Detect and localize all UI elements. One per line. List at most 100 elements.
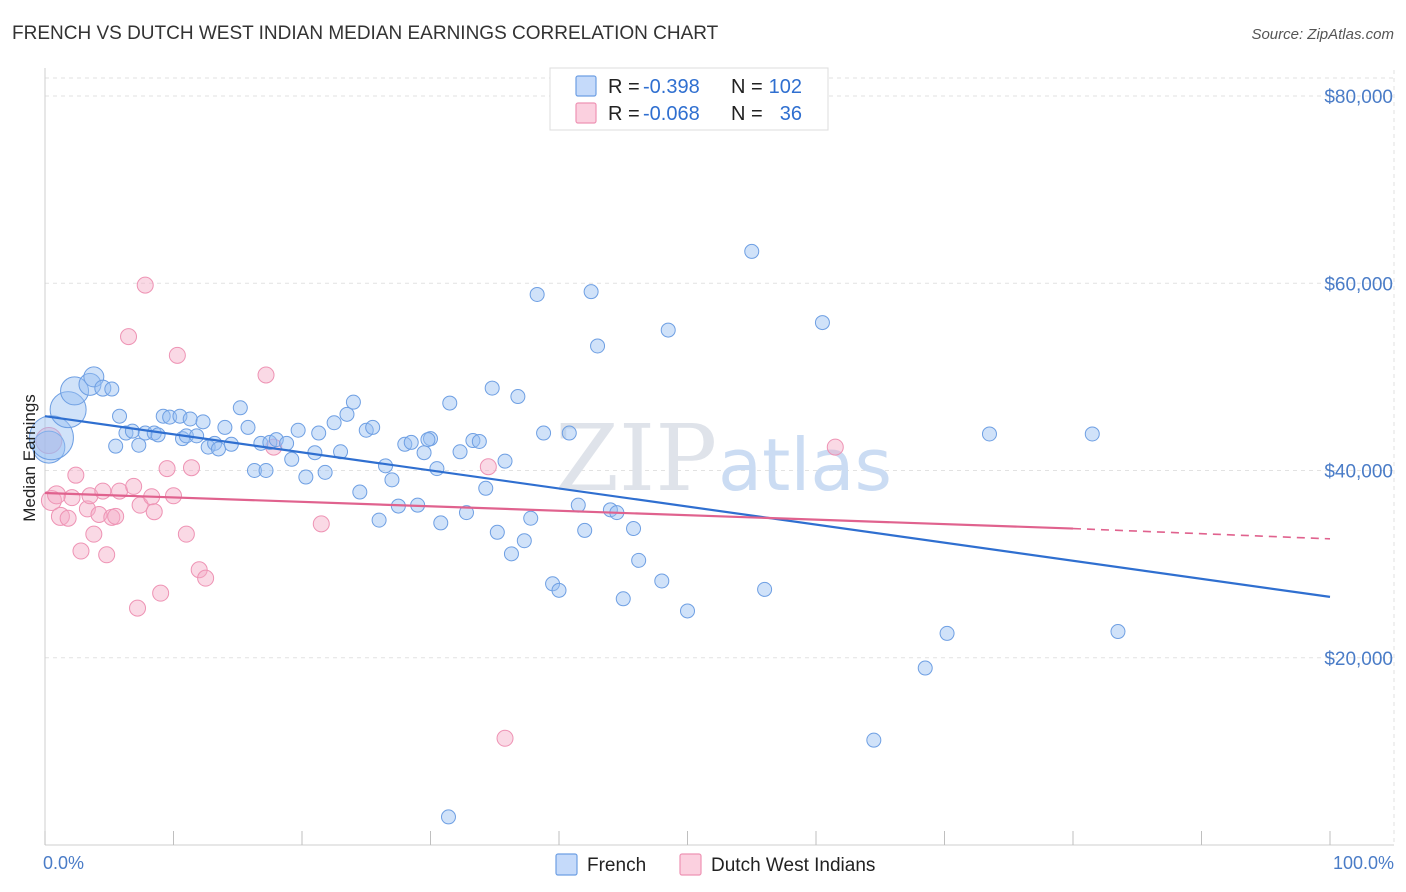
watermark: ZIP atlas [555,405,892,512]
french-point-28 [223,436,239,452]
dwi-point-35 [479,458,497,476]
dwi-point-12 [94,482,112,500]
y-axis-label: Median Earnings [20,394,39,522]
french-point-45 [339,406,355,422]
dwi-point-31 [197,569,215,587]
legend-swatch-french [555,853,578,876]
y-tick-label-1: $40,000 [1324,462,1393,483]
french-point-57 [416,445,432,461]
stats-legend-swatch-french [575,75,597,97]
dwi-point-19 [129,599,147,617]
dwi-trend-line [44,491,1074,530]
legend-label-dwi: Dutch West Indians [711,855,875,876]
french-point-47 [352,484,368,500]
french-point-75 [536,425,552,441]
dwi-point-34 [312,515,330,533]
y-tick-label-3: $80,000 [1324,87,1393,108]
stats-legend-r-value-french: -0.398 [643,76,700,98]
french-point-23 [195,414,211,430]
french-point-37 [284,451,300,467]
stats-legend-r-value-dwi: -0.068 [643,103,700,125]
french-point-50 [371,512,387,528]
french-point-55 [403,434,419,450]
dwi-point-7 [72,542,90,560]
french-point-100 [440,809,456,825]
french-point-46 [345,394,361,410]
dwi-point-30 [190,561,208,579]
french-point-101 [420,432,436,448]
french-point-62 [452,444,468,460]
french-point-69 [497,453,513,469]
dwi-point-2 [47,485,67,505]
dwi-point-13 [98,546,116,564]
french-point-97 [981,426,997,442]
french-point-36 [279,435,295,451]
dwi-point-37 [826,438,844,456]
french-point-49 [365,419,381,435]
dwi-trend-extension [1072,527,1331,540]
french-point-60 [433,515,449,531]
y-tick-labels: $20,000 $40,000 $60,000 $80,000 [1324,87,1393,670]
french-point-65 [471,433,487,449]
french-point-11 [124,423,140,439]
legend-swatch-dwi [679,853,702,876]
stats-legend-n-value-dwi: 36 [780,103,802,125]
legend-label-french: French [587,855,646,876]
french-point-31 [246,463,262,478]
french-point-9 [112,408,128,424]
dwi-point-29 [182,459,200,477]
french-point-59 [429,461,445,477]
x-tick-label-min: 0.0% [43,853,84,873]
french-point-8 [108,438,124,454]
french-point-38 [290,422,306,438]
french-point-43 [326,415,342,431]
dwi-point-26 [165,487,182,505]
french-point-16 [155,408,171,424]
dwi-point-36 [496,729,514,747]
dwi-point-32 [257,366,275,384]
french-point-33 [258,463,274,478]
french-point-3 [60,376,90,406]
series-french-points [28,243,1126,825]
french-point-29 [232,400,248,416]
french-point-93 [814,315,830,331]
dwi-point-18 [125,477,143,495]
french-point-88 [654,573,670,589]
dwi-point-21 [136,276,154,294]
french-point-61 [442,395,458,411]
bottom-legend: French Dutch West Indians [555,853,875,876]
french-point-71 [510,389,526,405]
dwi-point-27 [168,346,186,364]
stats-legend-r-label-dwi: R = [608,103,640,125]
french-point-72 [516,533,532,549]
french-point-79 [570,497,586,513]
french-point-39 [298,469,314,485]
french-point-73 [523,510,539,526]
stats-legend-n-value-french: 102 [769,76,802,98]
french-point-90 [680,603,695,619]
french-point-85 [615,591,631,607]
dwi-point-6 [67,466,85,484]
french-point-70 [503,546,519,562]
x-tick-marks [44,831,1331,845]
french-trend-line [44,415,1331,598]
dwi-point-17 [120,328,138,346]
dwi-point-23 [145,503,163,521]
dwi-point-10 [85,525,103,543]
french-point-86 [626,521,642,537]
dwi-point-11 [90,506,108,524]
chart-title: FRENCH VS DUTCH WEST INDIAN MEDIAN EARNI… [12,23,719,44]
french-point-82 [590,338,606,354]
french-point-96 [939,625,955,641]
french-point-80 [577,522,593,538]
y-tick-label-0: $20,000 [1324,649,1393,670]
french-point-5 [83,366,105,388]
french-point-7 [104,381,120,397]
french-point-74 [529,286,545,302]
french-point-77 [551,582,567,598]
french-point-67 [484,380,500,396]
stats-legend-swatch-dwi [575,102,597,124]
french-point-27 [217,419,233,435]
french-point-12 [131,437,147,453]
